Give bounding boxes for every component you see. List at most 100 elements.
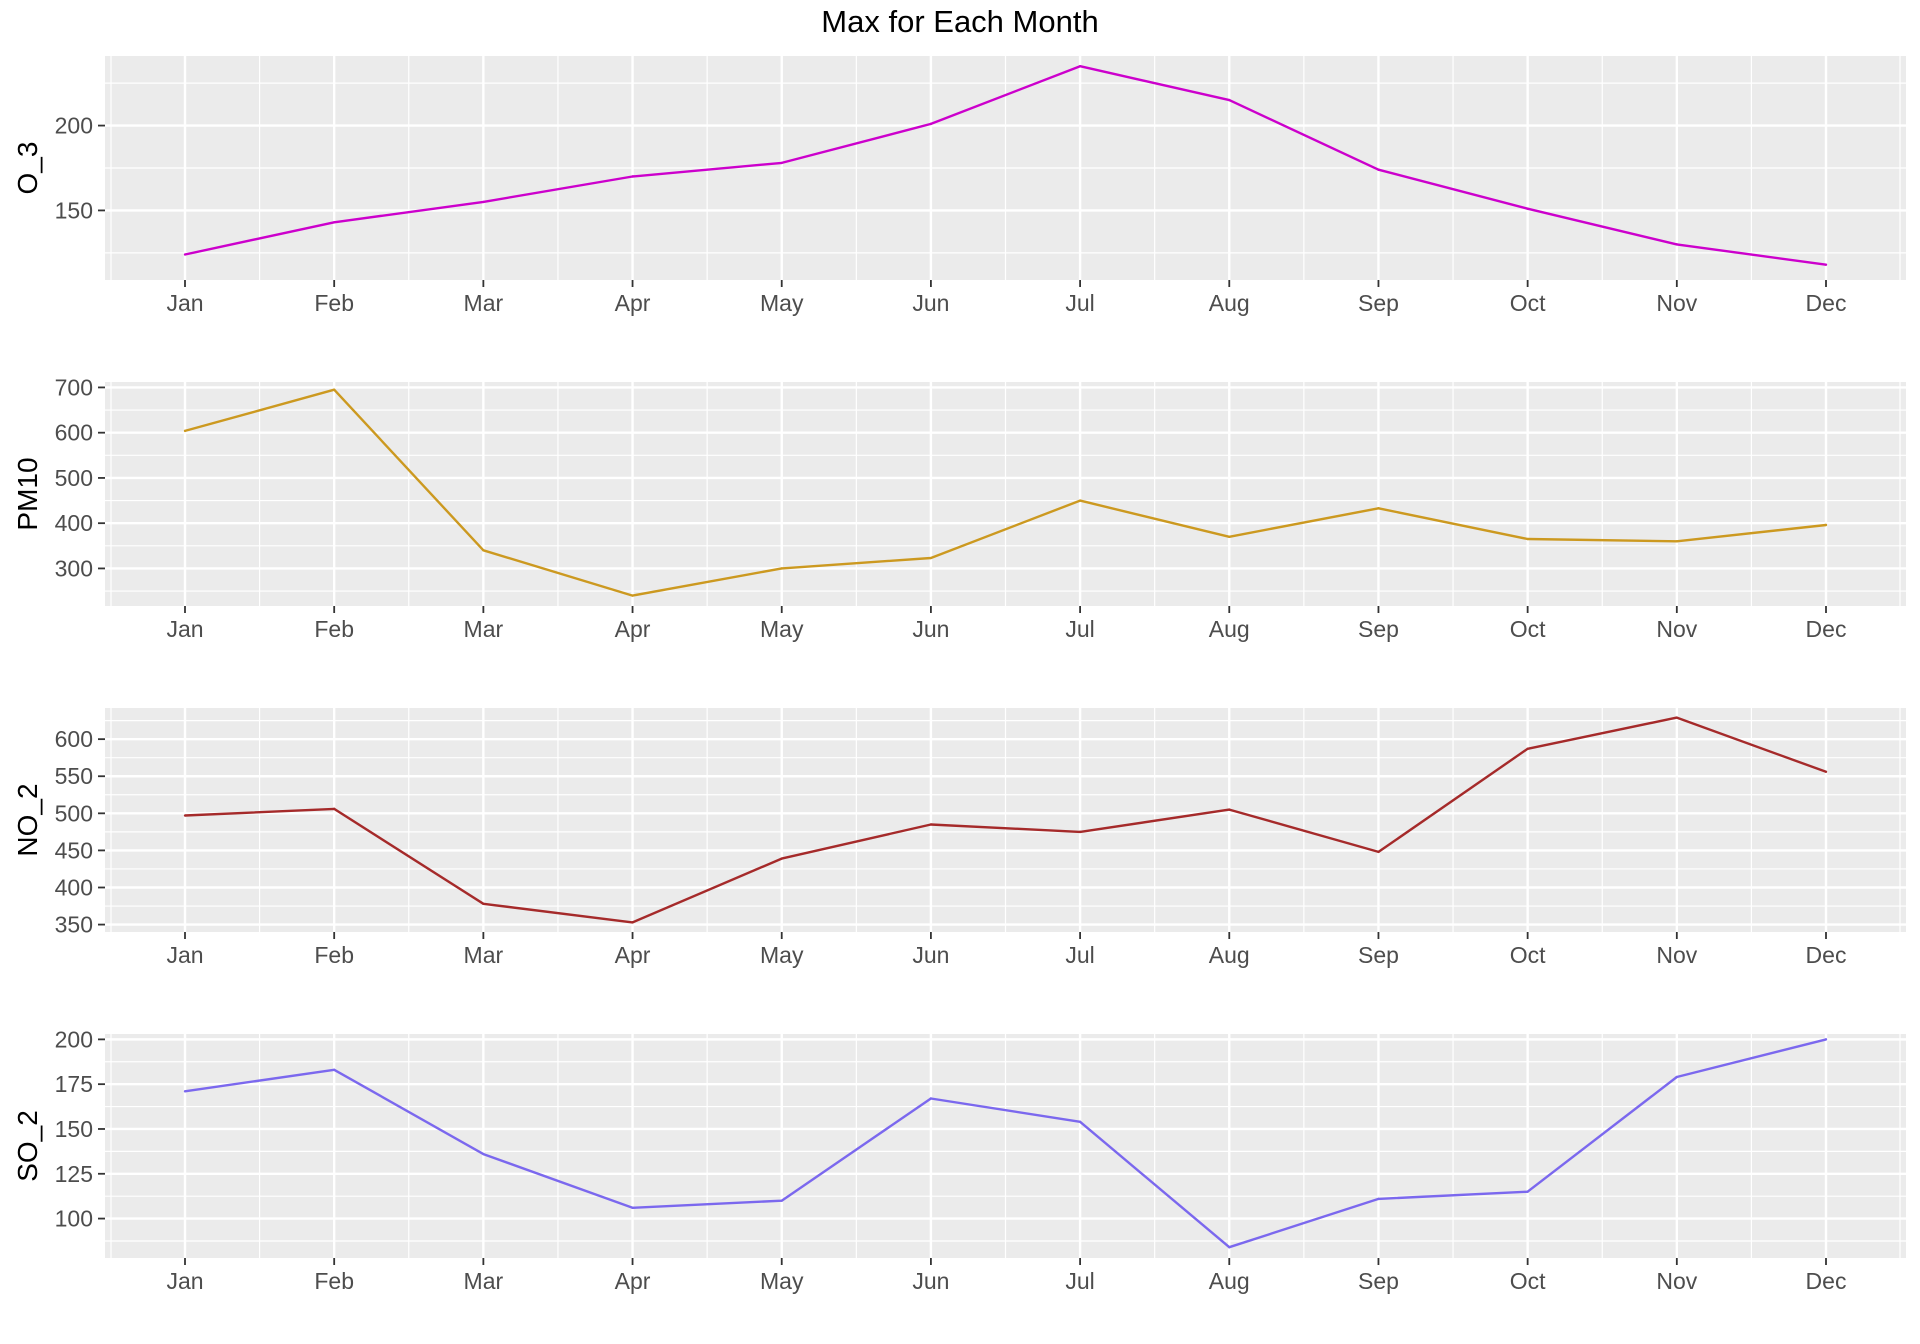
panel-so-2: 100 125 150 175 200 Jan Feb Mar Apr May Jun Jul Aug S… [12,1026,1906,1294]
series-line [184,388,1827,597]
data-point [1526,1190,1529,1193]
x-tick-label: Mar [464,616,504,642]
x-tick-label: Jun [912,942,949,968]
x-tick-label: Mar [464,290,504,316]
data-point [183,1090,187,1093]
y-axis-title: NO_2 [12,783,43,856]
x-tick-label: May [760,942,804,968]
data-point [1228,808,1231,811]
y-tick-label: 200 [55,113,93,139]
y-tick-label: 200 [55,1026,93,1052]
x-tick-label: Jul [1065,1268,1094,1294]
data-point [929,122,933,126]
data-point [1824,263,1828,266]
y-tick-label: 350 [55,912,93,938]
x-tick-label: Jan [166,616,203,642]
data-point [1228,98,1231,102]
data-point [482,549,485,552]
data-point [631,921,634,924]
panel-no-2: 350 400 450 500 550 600 Jan Feb Mar Apr May Jun Jul A… [12,708,1906,968]
data-point [1675,1075,1679,1079]
data-point [1675,540,1679,543]
y-tick-label: 500 [55,465,93,491]
x-tick-label: Sep [1358,616,1399,642]
x-tick-label: May [760,290,804,316]
x-tick-label: Feb [314,290,354,316]
data-point [780,857,783,860]
data-point [482,1152,485,1156]
x-tick-label: Jun [912,616,949,642]
chart-title: Max for Each Month [821,4,1099,39]
x-tick-label: Aug [1209,616,1250,642]
data-point [332,807,336,811]
data-point [929,1097,933,1100]
data-point [929,823,933,826]
series-line [184,716,1827,924]
data-point [780,1199,783,1202]
x-tick-label: Jan [166,942,203,968]
data-point [332,1068,336,1072]
x-tick-label: Oct [1510,942,1546,968]
data-point [1228,1246,1231,1249]
data-point [1526,537,1529,541]
x-tick-label: Nov [1656,942,1697,968]
y-tick-label: 600 [55,420,93,446]
data-point [780,161,783,165]
y-tick-label: 150 [55,197,93,223]
panel-o-3: 150 200 Jan Feb Mar Apr May Jun Jul Aug Sep Oct Nov D… [12,56,1906,316]
data-point [1526,207,1529,210]
data-point [482,902,485,906]
data-point [1824,1038,1828,1041]
data-point [1377,507,1380,510]
x-tick-label: Aug [1209,1268,1250,1294]
x-tick-label: Apr [615,616,651,642]
data-point [1377,168,1380,171]
x-tick-label: Dec [1806,1268,1847,1294]
data-point [482,200,485,204]
x-tick-label: Feb [314,942,354,968]
x-tick-label: Jul [1065,616,1094,642]
x-tick-label: Sep [1358,942,1399,968]
data-point [332,388,336,391]
x-tick-label: Apr [615,290,651,316]
data-point [929,556,933,560]
x-tick-label: Oct [1510,290,1546,316]
y-tick-label: 150 [55,1116,93,1142]
data-point [183,253,187,256]
x-tick-label: Oct [1510,1268,1546,1294]
panel-pm10: 300 400 500 600 700 Jan Feb Mar Apr May Jun Jul Aug S… [12,374,1906,642]
data-point [1824,523,1828,527]
data-point [1078,830,1082,834]
data-point [332,221,336,224]
x-tick-label: Sep [1358,1268,1399,1294]
data-point [1675,716,1679,719]
x-tick-label: Aug [1209,942,1250,968]
x-tick-label: Jan [166,290,203,316]
y-axis-title: SO_2 [12,1110,43,1182]
y-tick-label: 550 [55,763,93,789]
x-tick-label: Sep [1358,290,1399,316]
data-point [1377,1197,1380,1201]
data-point [1078,1120,1082,1124]
y-tick-label: 175 [55,1071,93,1097]
x-tick-label: Mar [464,942,504,968]
x-tick-label: Dec [1806,942,1847,968]
data-point [1675,243,1679,246]
data-point [1377,850,1380,854]
x-tick-label: Feb [314,616,354,642]
x-tick-label: Jan [166,1268,203,1294]
y-tick-label: 300 [55,555,93,581]
y-tick-label: 500 [55,800,93,826]
x-tick-label: Nov [1656,616,1697,642]
x-tick-label: Oct [1510,616,1546,642]
y-tick-label: 450 [55,837,93,863]
y-tick-label: 125 [55,1161,93,1187]
data-point [183,429,187,433]
data-point [631,594,634,597]
x-tick-label: May [760,616,804,642]
y-axis-title: O_3 [12,142,43,195]
data-point [1824,770,1828,773]
data-point [780,567,783,570]
series-line [184,64,1827,266]
